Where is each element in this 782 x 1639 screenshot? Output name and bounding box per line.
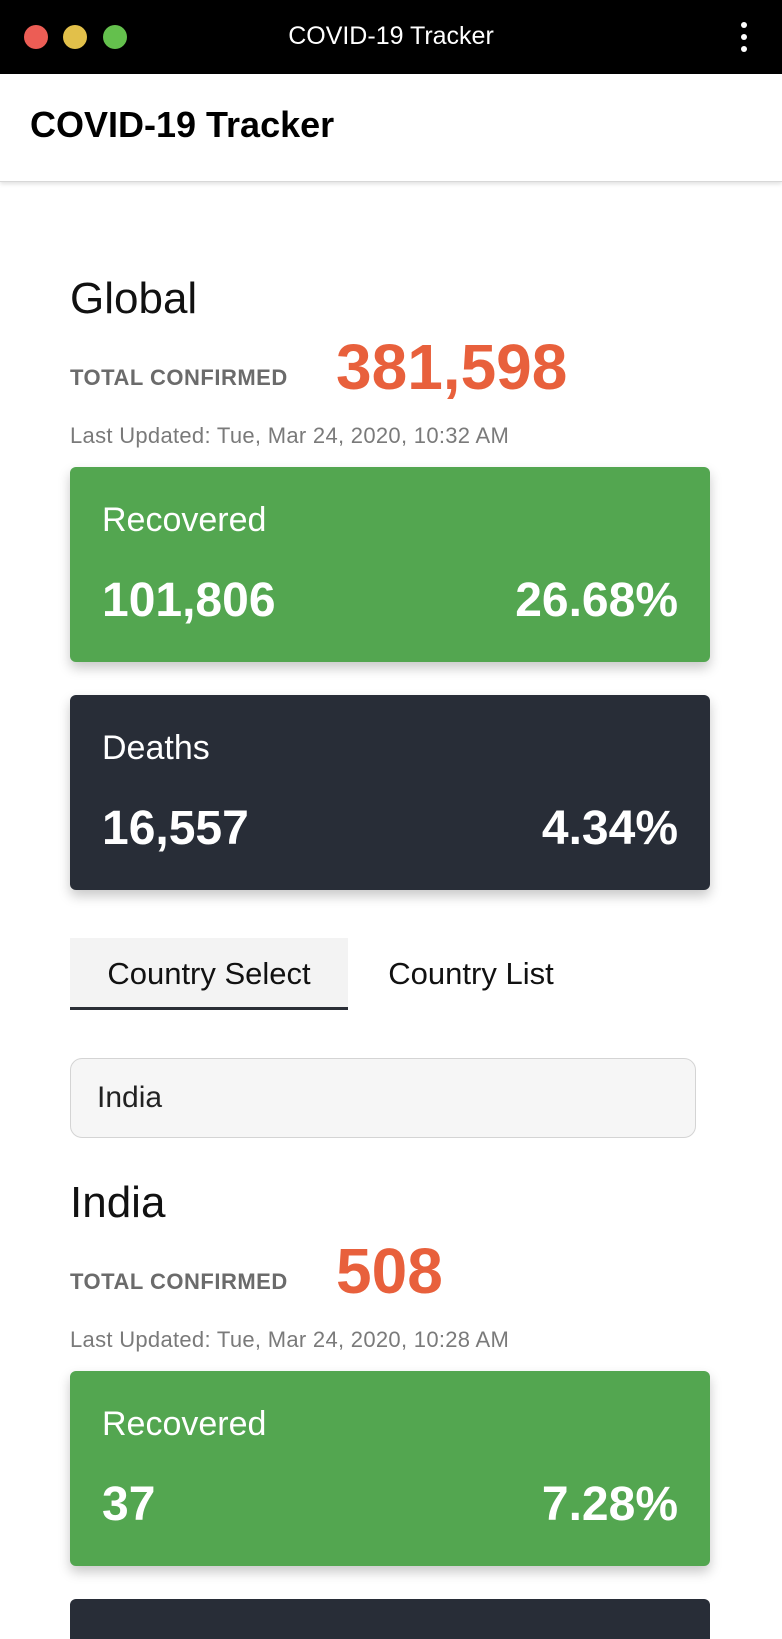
country-select-input[interactable] <box>70 1058 696 1138</box>
app-title: COVID-19 Tracker <box>30 104 335 145</box>
deaths-count: 16,557 <box>102 802 249 855</box>
country-deaths-card <box>70 1599 710 1639</box>
global-deaths-card: Deaths 16,557 4.34% <box>70 695 710 890</box>
country-total-value: 508 <box>336 1235 443 1307</box>
tab-country-select[interactable]: Country Select <box>70 938 348 1010</box>
global-total-value: 381,598 <box>336 331 568 403</box>
global-recovered-card: Recovered 101,806 26.68% <box>70 467 710 662</box>
window-titlebar: COVID-19 Tracker <box>0 0 782 74</box>
country-tabs: Country Select Country List <box>70 938 710 1013</box>
global-last-updated: Last Updated: Tue, Mar 24, 2020, 10:32 A… <box>70 423 510 448</box>
deaths-percent: 4.34% <box>541 802 678 855</box>
tab-country-list[interactable]: Country List <box>388 956 554 991</box>
global-total-label: TOTAL CONFIRMED <box>70 365 288 390</box>
country-total-label: TOTAL CONFIRMED <box>70 1269 288 1294</box>
recovered-label: Recovered <box>102 501 267 539</box>
global-heading: Global <box>70 274 198 323</box>
recovered-count: 37 <box>102 1478 156 1531</box>
window-minimize-button[interactable] <box>63 25 87 49</box>
country-last-updated: Last Updated: Tue, Mar 24, 2020, 10:28 A… <box>70 1327 510 1352</box>
window-maximize-button[interactable] <box>103 25 127 49</box>
deaths-label: Deaths <box>102 729 210 767</box>
app-header: COVID-19 Tracker <box>0 74 782 182</box>
window-title: COVID-19 Tracker <box>288 22 494 50</box>
country-recovered-card: Recovered 37 7.28% <box>70 1371 710 1566</box>
recovered-percent: 26.68% <box>515 574 678 627</box>
country-heading: India <box>70 1178 166 1227</box>
recovered-percent: 7.28% <box>541 1478 678 1531</box>
recovered-label: Recovered <box>102 1405 267 1443</box>
recovered-count: 101,806 <box>102 574 276 627</box>
window-close-button[interactable] <box>24 25 48 49</box>
more-vertical-icon[interactable] <box>734 22 754 52</box>
